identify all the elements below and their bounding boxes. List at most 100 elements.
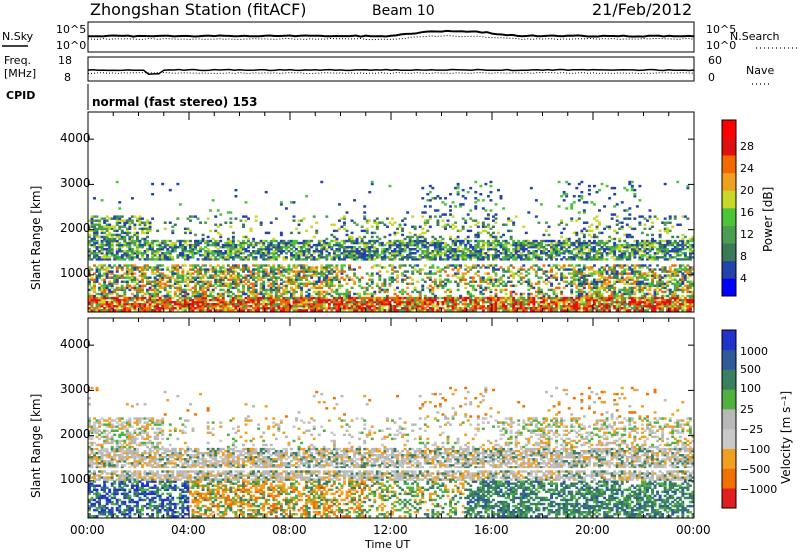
heatmap-cell [284,247,288,251]
heatmap-cell [322,247,326,251]
heatmap-cell [416,241,420,245]
heatmap-cell [537,254,541,257]
heatmap-cell [287,270,291,273]
nsearch-tick-top: 10^5 [706,23,736,36]
heatmap-cell [552,250,556,253]
heatmap-cell [509,274,513,277]
heatmap-cell [375,296,379,300]
heatmap-cell [219,268,223,271]
heatmap-cell [413,302,417,306]
heatmap-cell [570,307,574,310]
heatmap-cell [312,243,316,247]
heatmap-cell [98,223,102,226]
heatmap-cell [254,307,258,310]
heatmap-cell [216,250,220,253]
heatmap-cell [451,296,455,300]
heatmap-cell [189,304,192,308]
heatmap-cell [590,266,594,269]
heatmap-cell [358,256,362,259]
heatmap-cell [365,302,369,306]
heatmap-cell [345,288,349,292]
heatmap-cell [279,203,283,206]
heatmap-cell [497,307,500,310]
heatmap-cell [529,309,533,312]
heatmap-cell [512,258,516,261]
heatmap-cell [358,241,362,245]
heatmap-cell [300,268,304,271]
heatmap-cell [199,304,203,308]
heatmap-cell [259,247,263,251]
heatmap-cell [88,268,91,271]
heatmap-cell [95,276,99,279]
heatmap-cell [469,209,473,212]
heatmap-cell [302,276,306,279]
heatmap-cell [168,243,172,247]
heatmap-cell [391,268,394,271]
heatmap-cell [267,278,271,281]
heatmap-cell [370,266,374,269]
heatmap-cell [562,304,566,308]
heatmap-cell [128,276,132,279]
heatmap-cell [552,296,556,300]
heatmap-cell [221,272,225,275]
heatmap-cell [393,239,397,243]
heatmap-cell [95,292,99,296]
heatmap-cell [469,217,473,220]
heatmap-cell [492,302,495,306]
heatmap-cell [580,276,584,279]
heatmap-cell [242,245,245,249]
heatmap-cell [284,304,288,308]
heatmap-cell [115,274,119,277]
heatmap-cell [368,307,372,310]
heatmap-cell [133,294,137,298]
heatmap-cell [590,258,594,261]
heatmap-cell [464,296,468,300]
heatmap-cell [476,258,480,261]
heatmap-cell [373,258,377,261]
heatmap-cell [100,227,104,231]
heatmap-cell [305,298,309,302]
heatmap-cell [178,252,182,255]
heatmap-cell [517,307,521,310]
heatmap-cell [391,298,394,302]
heatmap-cell [191,292,195,296]
heatmap-cell [181,296,185,300]
heatmap-cell [418,294,422,298]
heatmap-cell [151,280,155,283]
heatmap-cell [345,254,349,257]
heatmap-cell [88,292,91,296]
freq-tick-top: 18 [58,54,72,67]
heatmap-cell [287,276,291,279]
heatmap-cell [110,270,114,273]
heatmap-cell [565,239,569,243]
heatmap-cell [406,307,410,310]
heatmap-cell [189,274,192,277]
heatmap-cell [113,215,117,218]
heatmap-cell [234,252,238,255]
heatmap-cell [156,300,160,304]
heatmap-cell [98,292,102,296]
heatmap-cell [88,233,91,237]
heatmap-cell [370,296,374,300]
heatmap-cell [226,245,230,249]
heatmap-cell [396,274,399,277]
heatmap-cell [234,278,238,281]
heatmap-cell [484,254,488,257]
heatmap-cell [340,284,344,288]
heatmap-cell [310,225,314,229]
heatmap-cell [431,286,435,290]
heatmap-cell [158,243,162,247]
heatmap-cell [290,258,293,261]
heatmap-cell [146,304,149,308]
heatmap-cell [320,302,324,306]
heatmap-cell [401,256,405,259]
heatmap-cell [358,245,362,249]
heatmap-cell [287,268,291,271]
heatmap-cell [191,286,195,290]
heatmap-cell [267,274,271,277]
heatmap-cell [577,284,581,288]
heatmap-cell [469,307,473,310]
heatmap-cell [403,256,407,259]
heatmap-cell [552,239,556,243]
heatmap-cell [534,272,538,275]
